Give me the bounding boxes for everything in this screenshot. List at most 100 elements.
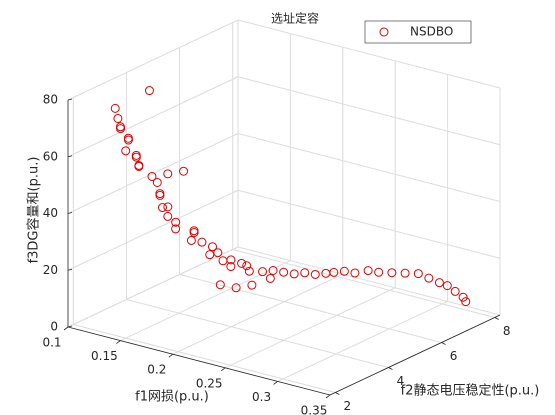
data-point xyxy=(113,113,123,123)
data-point xyxy=(189,228,199,238)
data-point xyxy=(226,262,236,272)
y-tick xyxy=(441,342,446,345)
data-point xyxy=(110,103,120,113)
x-tick-label: 0.15 xyxy=(91,349,118,363)
data-point xyxy=(171,217,181,227)
data-point xyxy=(207,242,217,252)
z-tick-label: 80 xyxy=(43,93,58,107)
data-point xyxy=(147,171,157,181)
y-tick-label: 6 xyxy=(450,349,458,363)
data-point xyxy=(387,268,397,278)
x-tick-label: 0.3 xyxy=(252,390,271,404)
z-tick-label: 20 xyxy=(43,263,58,277)
y-tick xyxy=(335,392,340,395)
grid-line xyxy=(232,249,495,318)
data-point xyxy=(171,224,181,234)
data-point xyxy=(279,267,289,277)
data-point xyxy=(144,86,154,96)
grid-line xyxy=(237,189,501,259)
data-point xyxy=(237,258,247,268)
grid-line xyxy=(172,273,344,355)
data-point xyxy=(339,266,349,276)
x-tick xyxy=(325,394,331,399)
data-point xyxy=(215,280,225,290)
data-point xyxy=(163,202,173,212)
grid-line xyxy=(67,246,239,328)
x-tick-label: 0.25 xyxy=(196,376,223,390)
z-tick xyxy=(67,212,73,214)
data-point xyxy=(152,177,162,187)
x-axis-label: f1网损(p.u.) xyxy=(135,390,209,405)
data-point xyxy=(461,297,471,307)
data-point xyxy=(157,203,167,213)
grid-line xyxy=(73,324,336,393)
grid-line xyxy=(67,19,239,101)
data-point xyxy=(179,166,189,176)
y-tick xyxy=(388,367,393,370)
data-point xyxy=(400,268,410,278)
z-tick-label: 60 xyxy=(43,149,58,163)
data-point xyxy=(268,266,278,276)
chart-title: 选址定容 xyxy=(271,11,319,26)
data-point xyxy=(300,268,310,278)
data-point xyxy=(289,269,299,279)
data-point xyxy=(242,261,252,271)
data-point xyxy=(134,160,144,170)
data-point xyxy=(310,269,320,279)
grid-line xyxy=(277,300,448,382)
data-point xyxy=(258,267,268,277)
x-tick-label: 0.35 xyxy=(301,404,328,415)
y-tick-label: 2 xyxy=(343,399,351,413)
grid-line xyxy=(237,19,501,89)
data-point xyxy=(186,235,196,245)
data-point xyxy=(413,269,423,279)
z-axis-label: f3DG容量和(p.u.) xyxy=(26,157,42,264)
y-tick-label: 8 xyxy=(503,324,511,338)
data-point xyxy=(163,211,173,221)
grid-line xyxy=(120,260,291,342)
x-tick xyxy=(220,367,226,372)
grid-line xyxy=(67,133,239,214)
x-tick xyxy=(168,353,174,358)
z-tick xyxy=(67,155,73,158)
data-point xyxy=(123,135,133,145)
data-point xyxy=(350,268,360,278)
data-point xyxy=(363,266,373,276)
legend-box xyxy=(364,20,472,44)
data-point xyxy=(244,266,254,276)
data-point xyxy=(213,248,223,258)
data-point xyxy=(442,281,452,291)
axis-line xyxy=(67,326,331,396)
x-tick-label: 0.1 xyxy=(42,336,61,350)
x-tick xyxy=(63,326,69,331)
data-point xyxy=(434,278,444,288)
z-tick xyxy=(67,268,73,271)
data-point xyxy=(121,146,131,156)
legend-marker xyxy=(379,27,389,37)
x-tick xyxy=(116,340,121,344)
grid-line xyxy=(237,76,501,146)
x-tick xyxy=(273,381,278,385)
data-point xyxy=(424,273,434,283)
grid-line xyxy=(126,299,389,368)
grid-line xyxy=(67,76,239,158)
data-point xyxy=(450,286,460,296)
data-point xyxy=(116,124,126,134)
legend-label: NSDBO xyxy=(410,25,453,39)
data-point xyxy=(155,190,165,200)
z-tick-label: 40 xyxy=(43,206,58,220)
y-tick-label: 4 xyxy=(397,374,405,388)
grid-line xyxy=(67,189,239,271)
grid-line xyxy=(224,287,396,369)
y-axis-label: f2静态电压稳定性(p.u.) xyxy=(401,383,540,399)
data-point xyxy=(374,267,384,277)
data-point xyxy=(247,280,257,290)
grid-line xyxy=(237,246,501,316)
y-tick xyxy=(494,317,499,320)
data-point xyxy=(458,292,468,302)
data-point xyxy=(197,237,207,247)
grid-line xyxy=(179,274,442,343)
